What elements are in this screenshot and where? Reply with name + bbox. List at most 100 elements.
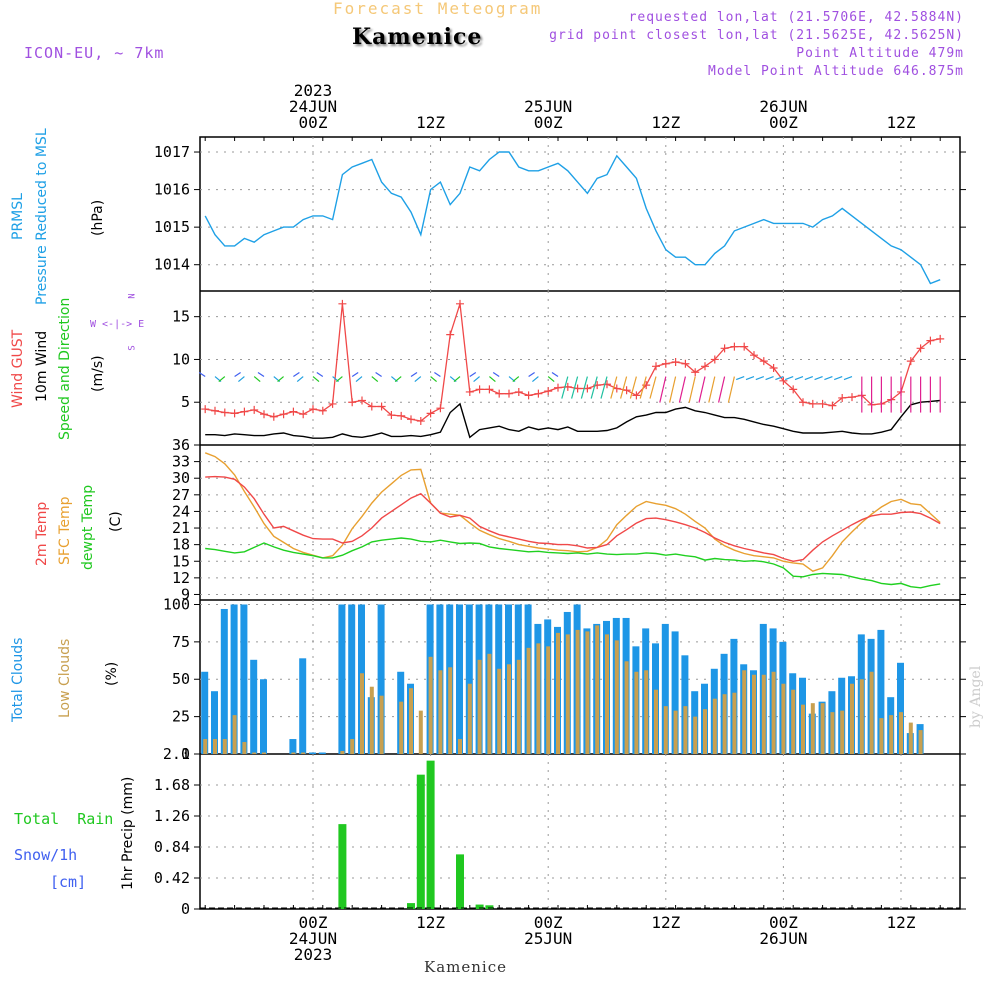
- low-cloud-bar: [497, 668, 502, 754]
- wind-arrow: [453, 376, 461, 383]
- gust-marker: [740, 342, 749, 351]
- total-cloud-bar: [661, 623, 669, 754]
- rain-bar: [407, 903, 415, 909]
- low-cloud-bar: [859, 679, 864, 754]
- gust-marker: [279, 410, 288, 419]
- gust-marker: [926, 336, 935, 345]
- low-cloud-bar: [222, 739, 227, 754]
- low-cloud-bar: [458, 739, 462, 754]
- wind-arrow: [755, 375, 765, 381]
- y-tick-label: 33: [172, 453, 190, 471]
- gust-marker: [220, 408, 229, 417]
- gust-marker: [260, 410, 268, 419]
- gust-marker: [338, 299, 347, 308]
- low-cloud-bar: [203, 739, 208, 754]
- low-cloud-bar: [379, 695, 384, 754]
- low-cloud-bar: [673, 710, 678, 754]
- bottom-time-label: 00Z: [534, 913, 563, 932]
- total-cloud-bar: [230, 604, 238, 754]
- gust-marker: [769, 364, 778, 372]
- dewpt-line: [205, 537, 941, 589]
- y-tick-label: 5: [181, 393, 190, 411]
- requested-coords: requested lon,lat (21.5706E, 42.5884N): [628, 10, 964, 25]
- wind-arrow: [735, 375, 745, 381]
- low-cloud-bar: [487, 653, 492, 754]
- wind-arrow: [678, 376, 686, 403]
- gust-marker: [358, 396, 366, 405]
- rain-bar: [485, 905, 494, 909]
- low-cloud-bar: [840, 710, 845, 754]
- low-cloud-bar: [830, 712, 835, 754]
- low-cloud-bar: [644, 670, 649, 754]
- wind-arrow: [708, 376, 716, 403]
- low-cloud-bar: [801, 704, 805, 754]
- low-cloud-bar: [507, 664, 511, 754]
- gust-marker: [407, 415, 415, 424]
- total-cloud-bar: [897, 662, 904, 754]
- y-tick-label: 36: [172, 436, 190, 454]
- low-cloud-bar: [732, 692, 737, 754]
- pressure-line: [204, 151, 941, 285]
- wind-arrow: [198, 372, 206, 378]
- low-cloud-bar: [526, 647, 531, 754]
- low-cloud-bar: [663, 706, 668, 754]
- gust-marker: [426, 409, 435, 418]
- low-cloud-bar: [820, 703, 825, 754]
- low-cloud-bar: [791, 689, 796, 754]
- gust-marker: [701, 362, 709, 371]
- low-cloud-bar: [879, 718, 884, 754]
- grid-point-coords: grid point closest lon,lat (21.5625E, 42…: [549, 28, 964, 43]
- total-cloud-bar: [456, 604, 463, 754]
- gust-marker: [789, 385, 798, 394]
- y-tick-label: 25: [172, 708, 190, 726]
- wind-arrow: [610, 376, 618, 399]
- y-tick-label: 100: [163, 595, 190, 613]
- y-tick-label: 27: [172, 486, 190, 504]
- wind-arrow: [649, 376, 657, 399]
- gust-marker: [720, 344, 729, 353]
- wind-arrow: [659, 376, 667, 403]
- rain-bar: [338, 824, 347, 909]
- y-tick-label: 1014: [154, 256, 190, 274]
- forecast-title: Forecast Meteogram: [333, 0, 543, 18]
- low-cloud-bar: [585, 631, 590, 754]
- gust-marker: [250, 405, 259, 414]
- y-tick-label: 1.68: [154, 776, 190, 794]
- wind-arrow: [371, 376, 379, 383]
- wind-arrow: [218, 376, 226, 383]
- gust-marker: [730, 342, 739, 351]
- total-cloud-bar: [260, 679, 267, 754]
- wind-arrow: [528, 372, 535, 378]
- gust-marker: [309, 405, 317, 414]
- rain-bar: [426, 760, 435, 909]
- wind-arrow: [257, 372, 265, 378]
- low-cloud-bar: [360, 673, 364, 754]
- t2m-line: [205, 475, 941, 563]
- bottom-time-label: 12Z: [416, 913, 445, 932]
- low-cloud-bar: [869, 671, 874, 754]
- wind-arrow: [394, 376, 402, 383]
- low-cloud-bar: [565, 634, 570, 754]
- low-cloud-bar: [399, 701, 404, 754]
- low-cloud-bar: [810, 703, 815, 754]
- wind-arrow: [571, 376, 579, 399]
- low-cloud-bar: [781, 683, 786, 754]
- low-cloud-bar: [409, 688, 413, 754]
- wind-arrow: [688, 376, 696, 403]
- point-altitude: Point Altitude 479m: [796, 46, 964, 61]
- wind-arrow: [489, 376, 496, 383]
- bottom-time-label: 12Z: [887, 913, 916, 932]
- y-tick-label: 50: [172, 670, 190, 688]
- bottom-time-label: 24JUN: [289, 929, 337, 948]
- gust-marker: [750, 351, 758, 360]
- gust-marker: [681, 359, 690, 368]
- wind-arrow: [784, 375, 794, 381]
- wind-arrow: [473, 376, 480, 383]
- wind-arrow: [843, 375, 853, 381]
- gust-marker: [828, 401, 837, 410]
- wind-arrow: [253, 376, 261, 383]
- rain-bar: [416, 774, 425, 909]
- gust-marker: [387, 411, 396, 420]
- chart-frame: [199, 136, 961, 910]
